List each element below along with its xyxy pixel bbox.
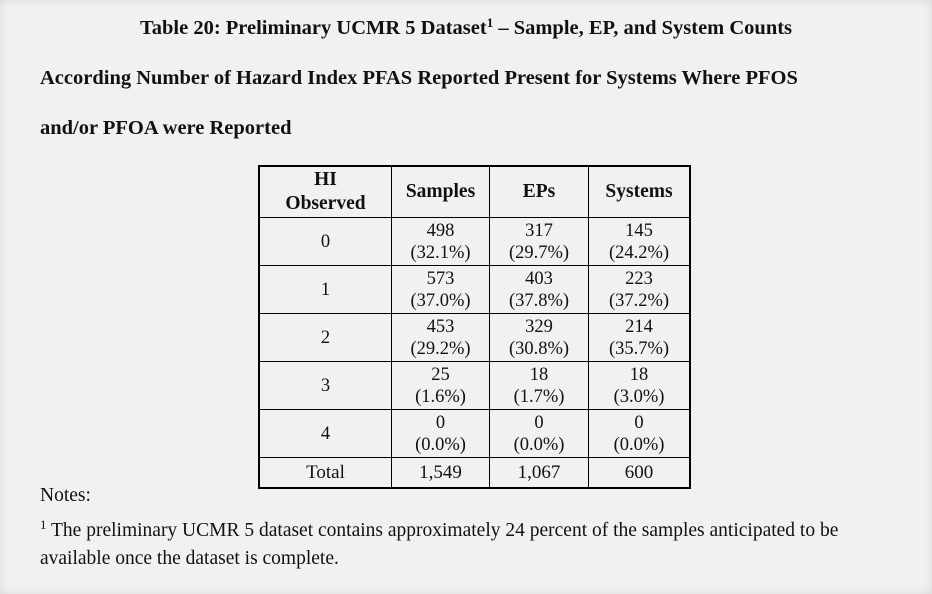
eps-cell: 403 (37.8%) — [489, 265, 589, 314]
caption-line-1-text: Table 20: Preliminary UCMR 5 Dataset — [139, 17, 487, 39]
hi-cell: 2 — [258, 313, 392, 362]
samples-cell: 573 (37.0%) — [391, 265, 490, 314]
cell-percent: (29.7%) — [508, 242, 570, 263]
eps-cell: 329 (30.8%) — [489, 313, 589, 362]
cell-count: 498 — [426, 220, 455, 241]
footnote-1: 1 The preliminary UCMR 5 dataset contain… — [40, 517, 908, 573]
header-eps: EPs — [489, 165, 589, 218]
table-row: 1 573 (37.0%) 403 (37.8%) 223 (37.2%) — [258, 265, 691, 314]
total-label-cell: Total — [258, 457, 392, 489]
samples-cell: 453 (29.2%) — [391, 313, 490, 362]
notes-label: Notes: — [40, 485, 91, 506]
hi-cell: 1 — [258, 265, 392, 314]
table-total-row: Total 1,549 1,067 600 — [258, 457, 691, 489]
table-header-row: HI Observed Samples EPs Systems — [258, 165, 691, 218]
cell-percent: (0.0%) — [415, 434, 466, 455]
cell-percent: (29.2%) — [410, 338, 471, 359]
cell-percent: (1.7%) — [513, 386, 565, 407]
eps-cell: 317 (29.7%) — [489, 217, 589, 266]
cell-percent: (3.0%) — [613, 386, 665, 407]
footnote-reference: 1 — [486, 15, 494, 30]
samples-cell: 498 (32.1%) — [391, 217, 490, 266]
systems-cell: 214 (35.7%) — [588, 313, 691, 362]
total-eps-cell: 1,067 — [489, 457, 589, 489]
table-row: 3 25 (1.6%) 18 (1.7%) 18 (3.0%) — [258, 361, 691, 410]
cell-percent: (37.8%) — [508, 290, 570, 311]
cell-percent: (37.0%) — [410, 290, 471, 311]
systems-cell: 18 (3.0%) — [588, 361, 691, 410]
cell-count: 573 — [426, 268, 455, 289]
table-row: 2 453 (29.2%) 329 (30.8%) 214 (35.7%) — [258, 313, 691, 362]
systems-cell: 145 (24.2%) — [588, 217, 691, 266]
footnote-number: 1 — [40, 517, 47, 532]
cell-percent: (1.6%) — [415, 386, 466, 407]
cell-percent: (35.7%) — [608, 338, 670, 359]
caption-line-3: and/or PFOA were Reported — [40, 117, 292, 139]
caption-line-1-rest: – Sample, EP, and System Counts — [493, 17, 793, 39]
cell-count: 403 — [525, 268, 553, 289]
header-samples: Samples — [391, 165, 490, 218]
cell-percent: (37.2%) — [608, 290, 670, 311]
systems-cell: 0 (0.0%) — [588, 409, 691, 458]
cell-count: 18 — [629, 364, 649, 385]
cell-count: 18 — [529, 364, 549, 385]
table-row: 0 498 (32.1%) 317 (29.7%) 145 (24.2%) — [258, 217, 691, 266]
hi-cell: 4 — [258, 409, 392, 458]
table-caption: Table 20: Preliminary UCMR 5 Dataset1 – … — [0, 3, 932, 153]
cell-percent: (32.1%) — [410, 242, 471, 263]
notes-section: Notes: 1 The preliminary UCMR 5 dataset … — [40, 485, 908, 573]
total-samples-cell: 1,549 — [391, 457, 490, 489]
cell-count: 453 — [426, 316, 455, 337]
cell-count: 0 — [634, 412, 644, 433]
cell-percent: (0.0%) — [513, 434, 565, 455]
header-hi-observed: HI Observed — [258, 165, 392, 218]
footnote-text: The preliminary UCMR 5 dataset contains … — [40, 520, 839, 569]
cell-percent: (24.2%) — [608, 242, 670, 263]
cell-count: 0 — [534, 412, 544, 433]
eps-cell: 0 (0.0%) — [489, 409, 589, 458]
cell-count: 145 — [625, 220, 653, 241]
caption-line-2: According Number of Hazard Index PFAS Re… — [40, 67, 798, 89]
cell-count: 317 — [525, 220, 553, 241]
cell-percent: (30.8%) — [508, 338, 570, 359]
cell-count: 223 — [625, 268, 653, 289]
header-systems: Systems — [588, 165, 691, 218]
hi-counts-table: HI Observed Samples EPs Systems 0 498 (32… — [258, 165, 691, 489]
total-systems-cell: 600 — [588, 457, 691, 489]
eps-cell: 18 (1.7%) — [489, 361, 589, 410]
hi-cell: 0 — [258, 217, 392, 266]
cell-count: 329 — [525, 316, 553, 337]
table-row: 4 0 (0.0%) 0 (0.0%) 0 (0.0%) — [258, 409, 691, 458]
caption-line-1: Table 20: Preliminary UCMR 5 Dataset1 – … — [0, 3, 932, 53]
samples-cell: 0 (0.0%) — [391, 409, 490, 458]
cell-percent: (0.0%) — [613, 434, 665, 455]
cell-count: 0 — [435, 412, 446, 433]
cell-count: 25 — [431, 364, 450, 385]
cell-count: 214 — [625, 316, 653, 337]
systems-cell: 223 (37.2%) — [588, 265, 691, 314]
hi-cell: 3 — [258, 361, 392, 410]
samples-cell: 25 (1.6%) — [391, 361, 490, 410]
